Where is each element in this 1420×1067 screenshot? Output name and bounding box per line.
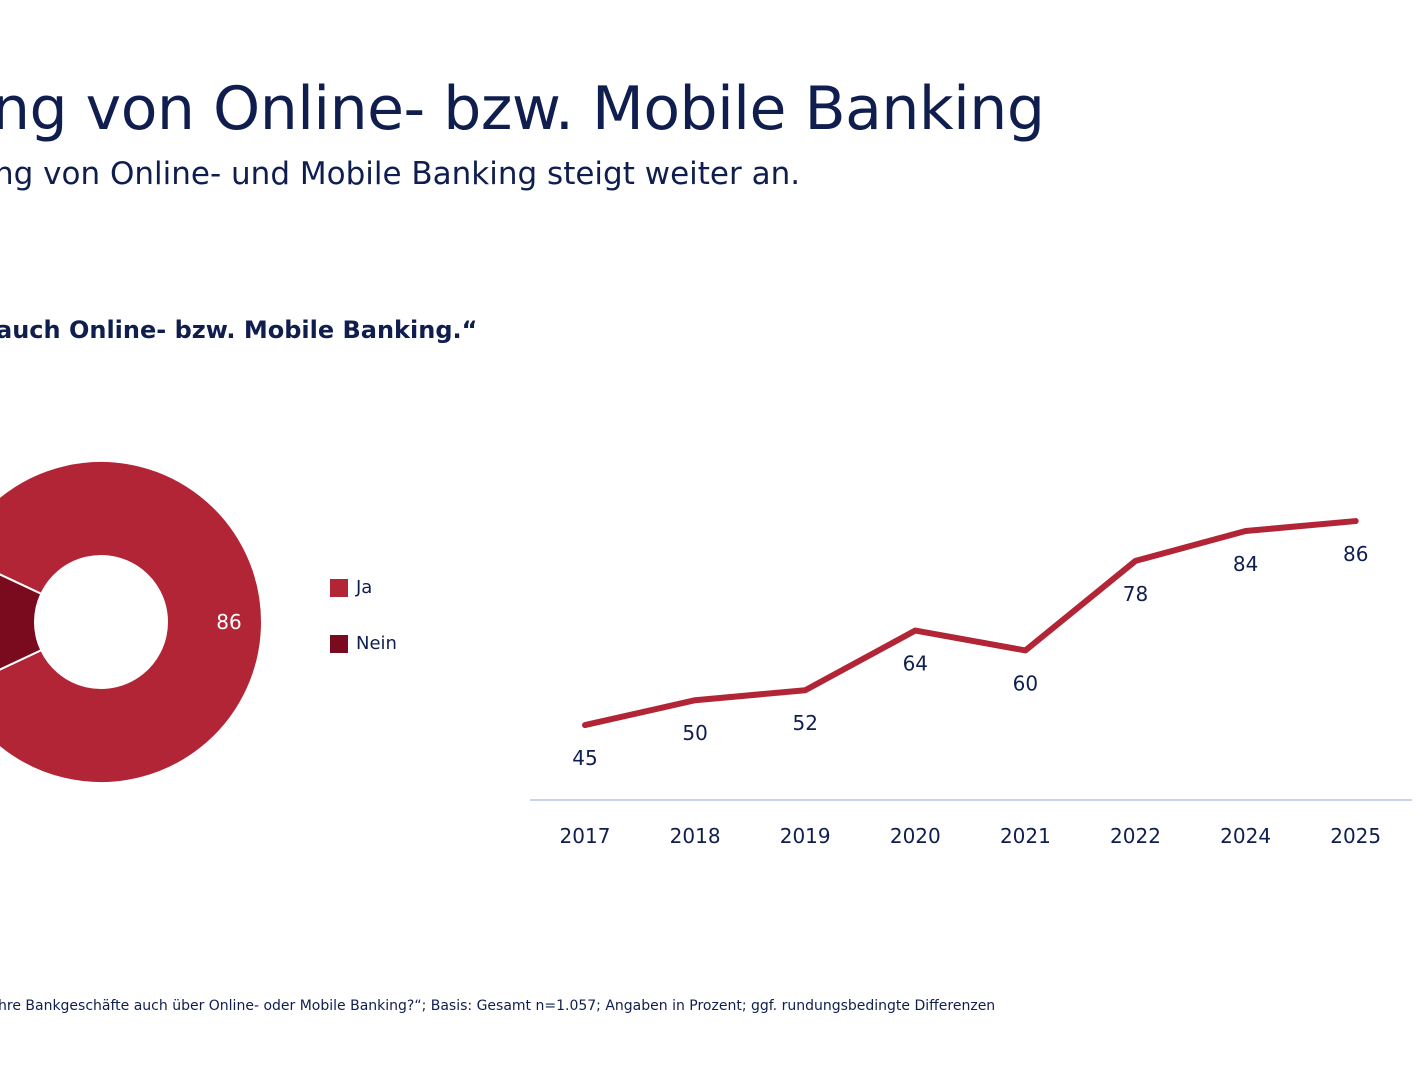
data-label: 84 — [1233, 552, 1258, 576]
data-label: 78 — [1123, 582, 1148, 606]
x-tick-label: 2022 — [1110, 824, 1161, 848]
legend-label: Nein — [356, 633, 397, 654]
x-tick-label: 2020 — [890, 824, 941, 848]
donut-slice-ja — [0, 460, 263, 784]
line-series — [582, 518, 1359, 729]
data-label: 45 — [572, 746, 597, 770]
legend-item-ja: Ja — [330, 577, 372, 598]
x-tick-label: 2017 — [560, 824, 611, 848]
x-tick-label: 2025 — [1330, 824, 1381, 848]
question-text: auch Online- bzw. Mobile Banking.“ — [0, 316, 478, 344]
footnote: hre Bankgeschäfte auch über Online- oder… — [0, 998, 996, 1014]
data-label: 50 — [682, 721, 707, 745]
donut-slice-nein — [0, 573, 43, 671]
data-label: 60 — [1013, 671, 1038, 695]
legend-label: Ja — [356, 577, 373, 598]
page-title: ng von Online- bzw. Mobile Banking — [0, 74, 1045, 144]
x-tick-label: 2019 — [780, 824, 831, 848]
data-label: 86 — [1343, 542, 1368, 566]
data-label: 64 — [903, 652, 928, 676]
page-subtitle: ng von Online- und Mobile Banking steigt… — [0, 156, 801, 192]
legend-swatch-ja — [330, 578, 348, 597]
donut-label-ja: 86 — [216, 610, 241, 634]
x-tick-label: 2018 — [670, 824, 721, 848]
legend-item-nein: Nein — [330, 633, 397, 654]
x-tick-label: 2021 — [1000, 824, 1051, 848]
legend-swatch-nein — [330, 634, 348, 653]
x-tick-label: 2024 — [1220, 824, 1271, 848]
data-label: 52 — [792, 711, 817, 735]
